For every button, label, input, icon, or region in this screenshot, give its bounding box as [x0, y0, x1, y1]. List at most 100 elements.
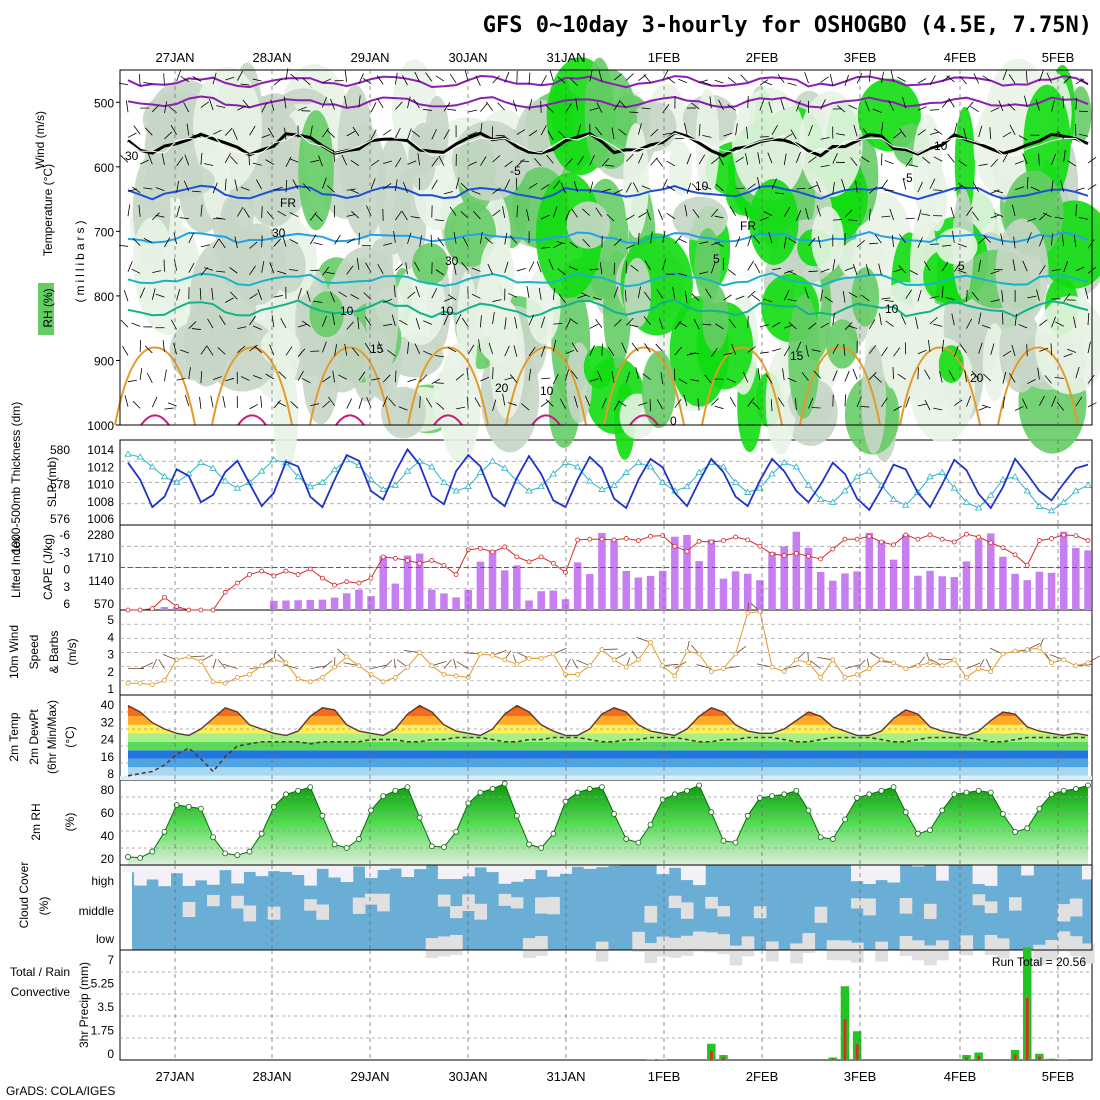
wind-barb — [855, 180, 858, 193]
wind-barb — [575, 98, 579, 111]
wind-barb — [929, 178, 936, 189]
cape-bar — [330, 597, 339, 610]
wind-barb — [302, 320, 311, 327]
rh-line-point — [380, 793, 387, 800]
cape-bar — [1047, 572, 1056, 610]
cloud-low-gap — [693, 931, 706, 952]
wind-barb — [692, 209, 700, 219]
wind-barb — [900, 314, 907, 325]
wind-barb — [657, 209, 664, 220]
wind-barb — [410, 216, 420, 219]
thickness-line-point — [379, 485, 387, 492]
wind-barb — [629, 111, 639, 114]
wind-barb — [330, 98, 335, 110]
wind-barb — [729, 396, 736, 407]
wind-barb — [252, 78, 262, 82]
wind-barb — [249, 403, 259, 410]
wind-barb — [269, 262, 275, 274]
cloud-high-gap — [984, 865, 998, 886]
lifted-index-line-point — [380, 554, 386, 560]
wind-barb — [982, 75, 992, 82]
wind-barb — [790, 129, 797, 140]
date-label-bottom: 3FEB — [844, 1069, 877, 1084]
wind-barb — [884, 160, 894, 165]
lifted-index-line-point — [684, 548, 690, 554]
wind-barb — [240, 376, 250, 381]
wind-barb — [382, 183, 392, 190]
lifted-index-line-point — [830, 546, 836, 552]
wind-barb — [183, 180, 190, 192]
wind-speed-line-point — [502, 657, 508, 663]
wind-barb — [466, 368, 469, 381]
wind-barb — [468, 109, 478, 113]
wind-barb — [471, 293, 481, 299]
rh-line-point — [477, 789, 484, 796]
date-label-top: 4FEB — [944, 50, 977, 65]
wind-barb — [186, 123, 190, 136]
wind-barb — [752, 401, 761, 410]
rh-line-point — [939, 807, 946, 814]
wind-barb — [1000, 233, 1004, 246]
wind-barb-10m — [453, 658, 457, 669]
wind-barb — [461, 262, 469, 271]
date-label-top: 30JAN — [448, 50, 487, 65]
wind-barb — [848, 325, 858, 329]
wind-barb — [515, 177, 518, 190]
contour-label: 30 — [445, 254, 459, 268]
cape-bar — [926, 570, 934, 610]
wind-barb — [637, 286, 641, 299]
wind-barb — [933, 128, 943, 135]
wind-barb — [180, 76, 189, 82]
wind-barb — [217, 347, 226, 355]
thickness-line-point — [974, 504, 983, 511]
rh-line-point — [453, 828, 460, 835]
wind-speed-line-point — [222, 680, 228, 686]
wind-speed-line-point — [478, 651, 483, 657]
lifted-index-line-point — [162, 594, 167, 600]
wind-barb — [261, 102, 268, 113]
thickness-line-point — [780, 458, 788, 466]
cape-tick: 2280 — [87, 528, 114, 542]
wind-barb — [570, 78, 578, 86]
wind-barb — [1051, 180, 1054, 193]
contour-30 — [531, 414, 561, 426]
cape-bar — [768, 551, 776, 610]
lifted-index-line-point — [575, 537, 581, 543]
thickness-line-point — [598, 485, 606, 492]
lifted-index-line-point — [441, 562, 447, 568]
wind-barb — [1067, 348, 1076, 353]
cloud-high-gap — [1021, 865, 1034, 876]
wind-barb — [941, 285, 944, 298]
wind-barb — [1026, 344, 1028, 357]
wind-barb — [777, 397, 785, 407]
wind-speed-line-point — [344, 654, 350, 660]
cloud-high-gap — [292, 865, 305, 875]
cape-bar — [525, 600, 533, 610]
lifted-index-line-point — [550, 560, 556, 566]
wind-speed-line-point — [1085, 660, 1091, 666]
lifted-index-line-point — [915, 536, 921, 542]
wind-barb — [637, 123, 642, 135]
wind-barb — [759, 324, 769, 328]
wind-barb — [1018, 324, 1028, 329]
wind-barb — [237, 345, 246, 354]
wind-barb — [419, 235, 422, 247]
wind-barb — [151, 288, 156, 300]
lifted-index-line-point — [1036, 538, 1042, 543]
wind-barb — [358, 371, 366, 381]
wind-barb — [468, 161, 477, 167]
wind-barb — [322, 177, 327, 189]
cloud-low-gap — [437, 936, 451, 957]
thickness-line-point — [926, 473, 934, 480]
wind-barb — [434, 219, 444, 221]
wind-barb — [455, 373, 464, 381]
cape-bar — [731, 571, 740, 610]
wind-barb — [322, 315, 327, 327]
wind-barb — [581, 292, 590, 298]
wind-barb — [242, 99, 250, 109]
wind-barb — [856, 396, 862, 407]
rh-line-point — [368, 807, 374, 814]
rh-line-point — [198, 805, 204, 812]
contour-25 — [899, 346, 981, 426]
wind-barb — [297, 370, 304, 381]
